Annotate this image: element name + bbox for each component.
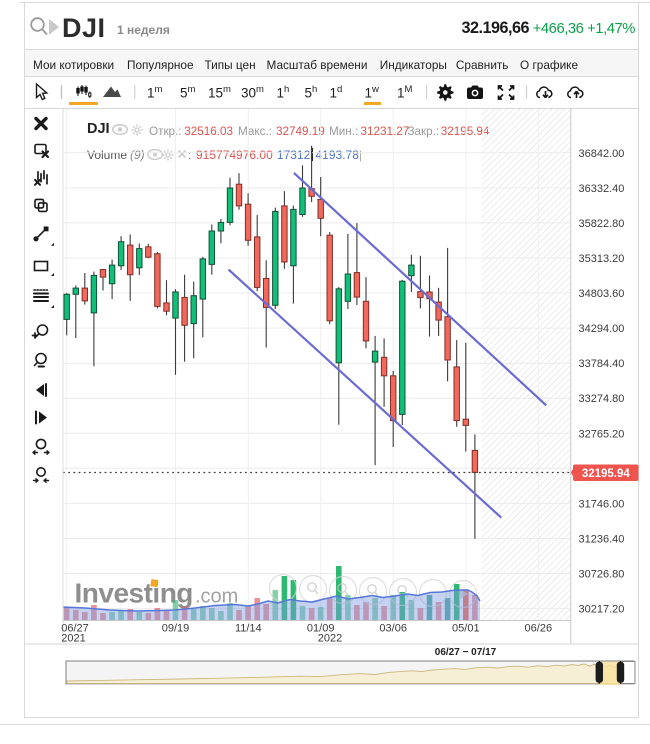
svg-text:06/27: 06/27 <box>61 623 89 635</box>
svg-text:.com: .com <box>195 586 238 608</box>
svg-text:2022: 2022 <box>318 633 342 645</box>
svg-text:36332.40: 36332.40 <box>579 183 625 195</box>
svg-text:30726.80: 30726.80 <box>579 569 625 581</box>
svg-text:2021: 2021 <box>61 633 85 645</box>
svg-text:34803.60: 34803.60 <box>579 288 625 300</box>
svg-text:34294.00: 34294.00 <box>579 323 625 335</box>
svg-text:35313.20: 35313.20 <box>579 253 625 265</box>
svg-text:03/06: 03/06 <box>379 623 407 635</box>
svg-text:32765.20: 32765.20 <box>579 428 625 440</box>
svg-text:36842.00: 36842.00 <box>579 148 625 160</box>
svg-text:33274.80: 33274.80 <box>579 393 625 405</box>
svg-text:06/26: 06/26 <box>525 623 553 635</box>
svg-text:30217.20: 30217.20 <box>579 604 625 616</box>
svg-text:05/01: 05/01 <box>452 623 480 635</box>
svg-text:35822.80: 35822.80 <box>579 218 625 230</box>
svg-text:33784.40: 33784.40 <box>579 358 625 370</box>
svg-text:09/19: 09/19 <box>162 623 190 635</box>
svg-text:32195.94: 32195.94 <box>582 468 631 480</box>
svg-text:01/09: 01/09 <box>307 623 335 635</box>
svg-text:06/27 − 07/17: 06/27 − 07/17 <box>435 647 497 658</box>
svg-text:31746.00: 31746.00 <box>579 498 625 510</box>
svg-text:31236.40: 31236.40 <box>579 534 625 546</box>
svg-text:11/14: 11/14 <box>235 623 262 635</box>
